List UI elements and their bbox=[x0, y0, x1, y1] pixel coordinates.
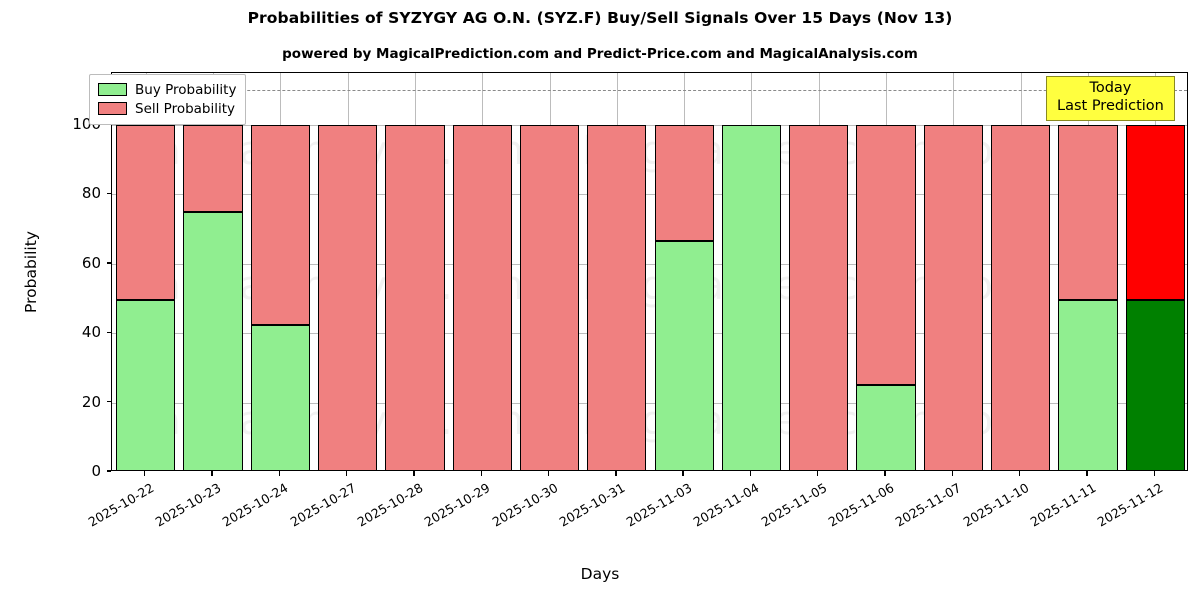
x-axis-tick-mark bbox=[749, 471, 752, 476]
bar-group[interactable] bbox=[721, 73, 782, 470]
x-axis-tick-mark bbox=[143, 471, 146, 476]
bar-segment-buy[interactable] bbox=[116, 300, 176, 470]
bar-segment-buy[interactable] bbox=[183, 211, 243, 470]
bar-group[interactable] bbox=[923, 73, 984, 470]
x-axis-tick-mark bbox=[1153, 471, 1156, 476]
y-axis-tick-label: 80 bbox=[81, 184, 101, 203]
today-annotation: Today Last Prediction bbox=[1046, 76, 1175, 121]
today-annotation-line2: Last Prediction bbox=[1057, 97, 1164, 114]
legend-item-buy: Buy Probability bbox=[98, 80, 236, 99]
y-axis-tick-label: 0 bbox=[91, 462, 101, 480]
bar-segment-buy[interactable] bbox=[856, 385, 916, 470]
x-axis-tick-mark bbox=[1019, 471, 1021, 476]
bar-segment-sell[interactable] bbox=[923, 125, 984, 470]
y-axis-tick-mark bbox=[106, 400, 111, 403]
y-axis-tick-label: 40 bbox=[81, 323, 101, 342]
x-axis-tick-mark bbox=[345, 471, 348, 476]
bar-group[interactable] bbox=[452, 73, 512, 470]
bar-group[interactable] bbox=[250, 73, 310, 470]
plot-inner: MagicalAnalysis.comMagicalPrediction.com… bbox=[112, 73, 1187, 470]
bar-segment-sell[interactable] bbox=[1058, 125, 1118, 301]
bar-segment-sell[interactable] bbox=[183, 125, 243, 212]
legend-swatch-sell bbox=[98, 102, 127, 115]
bar-group[interactable] bbox=[116, 73, 176, 470]
x-axis-tick-mark bbox=[413, 471, 415, 476]
gridline-horizontal bbox=[112, 333, 1187, 335]
reference-line bbox=[112, 90, 1187, 92]
bar-segment-sell[interactable] bbox=[789, 125, 849, 470]
y-axis-tick-mark bbox=[106, 331, 111, 333]
x-axis-tick-mark bbox=[817, 471, 819, 476]
bar-segment-buy[interactable] bbox=[1058, 300, 1118, 470]
x-axis-tick-mark bbox=[480, 471, 482, 476]
x-axis-tick-mark bbox=[278, 471, 280, 476]
bar-segment-sell[interactable] bbox=[385, 125, 445, 470]
gridline-horizontal bbox=[112, 263, 1187, 265]
bar-group[interactable] bbox=[654, 73, 714, 470]
plot-area: MagicalAnalysis.comMagicalPrediction.com… bbox=[111, 72, 1188, 471]
y-axis-tick-label: 20 bbox=[81, 392, 101, 411]
bar-group[interactable] bbox=[587, 73, 647, 470]
legend-item-sell: Sell Probability bbox=[98, 99, 236, 118]
x-axis-tick-mark bbox=[682, 471, 684, 476]
bar-segment-sell[interactable] bbox=[452, 125, 512, 470]
gridline-horizontal bbox=[112, 194, 1187, 196]
x-axis-tick-mark bbox=[211, 471, 213, 476]
x-axis-tick-mark bbox=[615, 471, 617, 476]
chart-title: Probabilities of SYZYGY AG O.N. (SYZ.F) … bbox=[247, 9, 953, 27]
bar-group[interactable] bbox=[317, 73, 378, 470]
bar-segment-sell[interactable] bbox=[1125, 125, 1185, 301]
legend-label-buy: Buy Probability bbox=[135, 81, 237, 98]
bar-segment-sell[interactable] bbox=[587, 125, 647, 470]
legend-label-sell: Sell Probability bbox=[135, 100, 236, 117]
bar-segment-buy[interactable] bbox=[250, 324, 310, 470]
bar-group[interactable] bbox=[1125, 73, 1185, 470]
bar-segment-buy[interactable] bbox=[654, 241, 714, 470]
bar-segment-sell[interactable] bbox=[519, 125, 580, 470]
y-axis-tick-mark bbox=[106, 192, 111, 195]
bar-segment-sell[interactable] bbox=[116, 125, 176, 301]
chart-subtitle: powered by MagicalPrediction.com and Pre… bbox=[282, 46, 918, 62]
x-axis-label: Days bbox=[580, 565, 620, 583]
x-axis-tick-mark bbox=[951, 471, 954, 476]
bar-group[interactable] bbox=[385, 73, 445, 470]
bar-segment-buy[interactable] bbox=[1125, 300, 1185, 470]
gridline-horizontal bbox=[112, 402, 1187, 404]
bar-group[interactable] bbox=[991, 73, 1051, 470]
today-annotation-line1: Today bbox=[1089, 80, 1132, 96]
bar-group[interactable] bbox=[856, 73, 916, 470]
bar-group[interactable] bbox=[789, 73, 849, 470]
x-axis-tick-mark bbox=[884, 471, 886, 476]
chart-legend: Buy Probability Sell Probability bbox=[89, 74, 247, 125]
bar-segment-sell[interactable] bbox=[250, 125, 310, 325]
y-axis-tick-mark bbox=[106, 470, 111, 472]
bar-group[interactable] bbox=[519, 73, 580, 470]
y-axis-tick-mark bbox=[106, 262, 111, 264]
bar-segment-sell[interactable] bbox=[654, 125, 714, 242]
gridline-horizontal bbox=[112, 125, 1187, 127]
y-axis-label: Probability bbox=[22, 230, 40, 313]
bar-group[interactable] bbox=[183, 73, 243, 470]
legend-swatch-buy bbox=[98, 83, 127, 96]
y-axis-tick-label: 60 bbox=[81, 253, 101, 272]
x-axis-tick-mark bbox=[547, 471, 550, 476]
bar-group[interactable] bbox=[1058, 73, 1118, 470]
bar-segment-buy[interactable] bbox=[721, 125, 782, 470]
bar-segment-sell[interactable] bbox=[317, 125, 378, 470]
bar-segment-sell[interactable] bbox=[991, 125, 1051, 470]
x-axis-tick-mark bbox=[1086, 471, 1088, 476]
bar-segment-sell[interactable] bbox=[856, 125, 916, 386]
